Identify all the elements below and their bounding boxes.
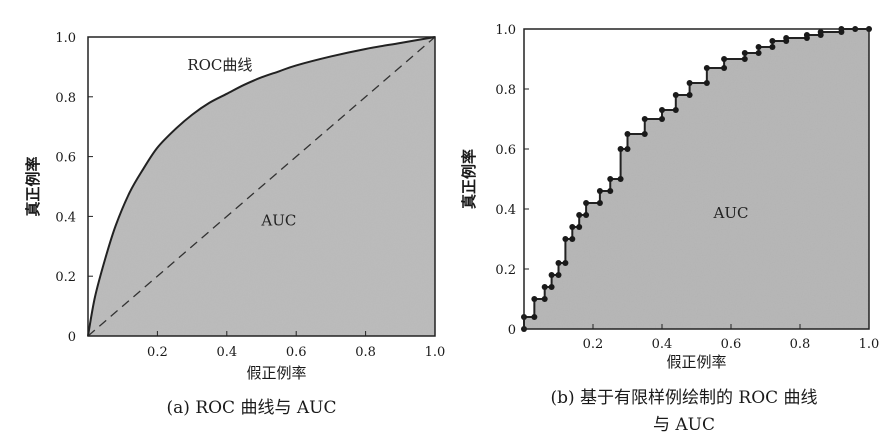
x-tick-label: 0.6 xyxy=(286,345,307,360)
panel-a-roc-auc: 0.2 0.4 0.6 0.8 1.0 0 0.2 0.4 0.6 0.8 1.0 ROC曲线 AU… xyxy=(24,31,445,418)
roc-point xyxy=(548,272,555,278)
y-tick-labels: 0 0.2 0.4 0.6 0.8 1.0 xyxy=(495,23,529,338)
x-axis-label: 假正例率 xyxy=(246,364,306,382)
roc-point xyxy=(617,176,624,182)
y-tick-label: 0 xyxy=(508,323,516,338)
roc-point xyxy=(741,50,748,56)
caption-b-line-2: 与 AUC xyxy=(653,415,715,435)
y-tick-label: 1.0 xyxy=(55,31,76,46)
roc-point xyxy=(624,131,631,137)
y-axis-label: 真正例率 xyxy=(460,149,478,209)
y-tick-label: 0.4 xyxy=(495,203,516,218)
roc-point xyxy=(686,80,693,86)
roc-point xyxy=(721,56,728,62)
roc-point xyxy=(817,29,824,35)
plot-frame xyxy=(523,28,870,330)
roc-point xyxy=(548,284,555,290)
y-tick-label: 0 xyxy=(68,330,76,345)
x-tick-label: 1.0 xyxy=(425,345,446,360)
roc-point xyxy=(803,32,810,38)
x-tick-label: 0.2 xyxy=(147,345,168,360)
roc-point xyxy=(531,314,538,320)
roc-point xyxy=(641,116,648,122)
roc-point xyxy=(541,284,548,290)
panel-b-finite-sample-roc: 0.2 0.4 0.6 0.8 1.0 0 0.2 0.4 0.6 0.8 1.0 AUC 假正例… xyxy=(460,23,879,435)
y-tick-labels: 0 0.2 0.4 0.6 0.8 1.0 xyxy=(55,31,93,345)
roc-point xyxy=(783,35,790,41)
roc-point xyxy=(555,272,562,278)
x-axis-label: 假正例率 xyxy=(666,353,726,371)
y-tick-label: 0.8 xyxy=(495,83,516,98)
roc-point xyxy=(769,38,776,44)
x-tick-labels: 0.2 0.4 0.6 0.8 1.0 xyxy=(583,324,880,352)
roc-point xyxy=(583,200,590,206)
roc-point xyxy=(583,212,590,218)
roc-point xyxy=(576,224,583,230)
annotations: ROC曲线 AUC xyxy=(187,56,296,229)
annotation-label: AUC xyxy=(260,211,296,229)
annotation-label: AUC xyxy=(713,204,749,222)
roc-point xyxy=(755,44,762,50)
roc-point xyxy=(569,224,576,230)
above-curve-region xyxy=(524,29,869,329)
roc-point xyxy=(641,131,648,137)
roc-curve-line xyxy=(87,36,436,337)
roc-point xyxy=(531,296,538,302)
roc-point xyxy=(672,92,679,98)
roc-point xyxy=(703,80,710,86)
roc-point xyxy=(555,260,562,266)
y-tick-label: 0.8 xyxy=(55,91,76,106)
diagonal-reference-line xyxy=(87,36,436,337)
caption-b-line-1: (b) 基于有限样例绘制的 ROC 曲线 xyxy=(550,388,817,408)
roc-point xyxy=(617,146,624,152)
roc-point xyxy=(541,296,548,302)
y-tick-label: 0.4 xyxy=(55,210,76,225)
roc-point xyxy=(576,212,583,218)
roc-point xyxy=(659,107,665,113)
roc-point xyxy=(703,65,710,71)
y-axis-label: 真正例率 xyxy=(24,156,42,216)
roc-point xyxy=(562,236,569,242)
x-tick-label: 0.8 xyxy=(790,337,811,352)
roc-point xyxy=(569,236,576,242)
roc-point xyxy=(607,176,614,182)
x-tick-label: 0.4 xyxy=(652,337,673,352)
y-tick-label: 0.2 xyxy=(495,263,516,278)
x-tick-label: 1.0 xyxy=(859,337,880,352)
x-tick-label: 0.2 xyxy=(583,337,604,352)
roc-point xyxy=(755,50,762,56)
roc-points xyxy=(521,26,872,332)
y-tick-label: 0.6 xyxy=(55,151,76,166)
roc-point xyxy=(721,65,728,71)
roc-point xyxy=(686,92,693,98)
roc-point xyxy=(741,56,748,62)
y-tick-label: 0.2 xyxy=(55,270,76,285)
roc-point xyxy=(769,44,776,50)
roc-point xyxy=(624,146,631,152)
x-tick-label: 0.6 xyxy=(721,337,742,352)
roc-point xyxy=(596,200,603,206)
caption-a: (a) ROC 曲线与 AUC xyxy=(167,398,337,418)
roc-point xyxy=(607,188,614,194)
x-tick-label: 0.8 xyxy=(355,345,376,360)
roc-point xyxy=(659,116,665,122)
x-tick-label: 0.4 xyxy=(216,345,237,360)
annotations: AUC xyxy=(713,204,749,222)
roc-point xyxy=(596,188,603,194)
roc-point xyxy=(672,107,679,113)
annotation-label: ROC曲线 xyxy=(187,56,252,74)
roc-point xyxy=(562,260,569,266)
y-tick-label: 0.6 xyxy=(495,143,516,158)
x-tick-labels: 0.2 0.4 0.6 0.8 1.0 xyxy=(147,331,445,360)
y-tick-label: 1.0 xyxy=(495,23,516,38)
plot-frame xyxy=(87,36,436,337)
